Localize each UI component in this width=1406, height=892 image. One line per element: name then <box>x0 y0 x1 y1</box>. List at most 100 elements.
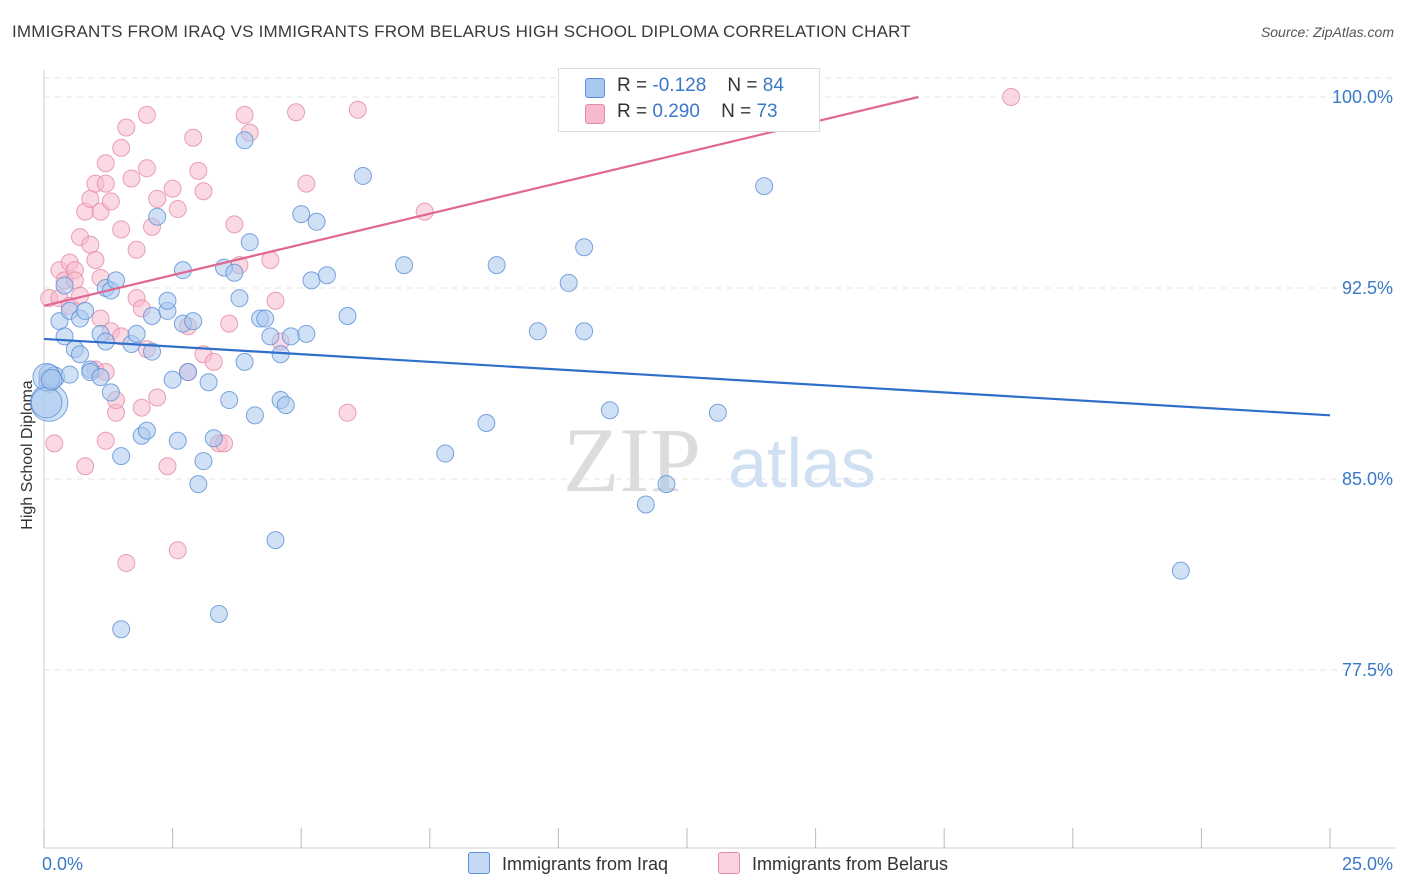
point-iraq <box>230 289 249 308</box>
series-legend-belarus-label: Immigrants from Belarus <box>752 854 949 874</box>
point-iraq <box>1171 561 1190 580</box>
point-belarus <box>137 159 156 178</box>
y-tick-label-3: 100.0% <box>1332 87 1393 107</box>
point-belarus <box>194 182 213 201</box>
point-belarus <box>158 457 177 476</box>
point-iraq <box>184 312 203 331</box>
point-iraq <box>179 363 198 382</box>
point-iraq <box>30 386 63 419</box>
legend-iraq-n-value: 84 <box>762 75 784 96</box>
point-belarus <box>297 174 316 193</box>
point-iraq <box>194 452 213 471</box>
point-iraq <box>199 373 218 392</box>
point-iraq <box>240 233 259 252</box>
point-iraq <box>708 403 727 422</box>
chart-title: IMMIGRANTS FROM IRAQ VS IMMIGRANTS FROM … <box>12 22 911 41</box>
point-iraq <box>143 342 162 361</box>
point-iraq <box>353 166 372 185</box>
point-iraq <box>528 322 547 341</box>
point-iraq <box>636 495 655 514</box>
tick-labels: 77.5% 85.0% 92.5% 100.0% 0.0% 25.0% <box>42 87 1393 874</box>
point-iraq <box>137 421 156 440</box>
point-iraq <box>559 273 578 292</box>
legend-belarus-n-label: N = <box>721 101 752 122</box>
watermark: ZIP atlas <box>563 409 876 511</box>
point-belarus <box>220 314 239 333</box>
point-iraq <box>317 266 336 285</box>
point-iraq <box>225 263 244 282</box>
point-belarus <box>348 100 367 119</box>
trend-line-iraq <box>43 337 1331 417</box>
legend-swatch-iraq <box>585 78 605 98</box>
legend-iraq-r-value: -0.128 <box>652 75 707 96</box>
point-iraq <box>220 391 239 410</box>
point-iraq <box>112 447 131 466</box>
point-iraq <box>276 396 295 415</box>
point-belarus <box>148 388 167 407</box>
point-belarus <box>235 105 254 124</box>
series-legend-iraq[interactable]: Immigrants from Iraq <box>468 852 668 875</box>
point-iraq <box>168 431 187 450</box>
point-belarus <box>117 118 136 137</box>
y-tick-label-0: 77.5% <box>1342 660 1393 680</box>
point-iraq <box>91 368 110 387</box>
point-iraq <box>163 370 182 389</box>
point-iraq <box>261 327 280 346</box>
series-legend-belarus[interactable]: Immigrants from Belarus <box>718 852 948 875</box>
points-iraq <box>29 131 1190 639</box>
point-belarus <box>96 431 115 450</box>
point-iraq <box>148 207 167 226</box>
point-iraq <box>158 291 177 310</box>
point-belarus <box>76 457 95 476</box>
series-legend-belarus-swatch <box>718 852 740 874</box>
point-belarus <box>204 352 223 371</box>
point-belarus <box>45 434 64 453</box>
point-iraq <box>302 271 321 290</box>
point-belarus <box>96 174 115 193</box>
point-belarus <box>266 291 285 310</box>
chart-source: Source: ZipAtlas.com <box>1260 24 1394 40</box>
point-iraq <box>204 429 223 448</box>
legend-belarus-n-value: 73 <box>756 101 778 122</box>
point-iraq <box>55 276 74 295</box>
watermark-zip: ZIP <box>563 409 701 511</box>
point-iraq <box>487 256 506 275</box>
point-iraq <box>76 301 95 320</box>
point-iraq <box>297 324 316 343</box>
point-iraq <box>755 177 774 196</box>
point-iraq <box>436 444 455 463</box>
watermark-atlas: atlas <box>728 424 876 502</box>
point-belarus <box>415 202 434 221</box>
series-legend-iraq-swatch <box>468 852 490 874</box>
point-iraq <box>235 131 254 150</box>
point-iraq <box>209 604 228 623</box>
correlation-legend: R = -0.128 N = 84 R = 0.290 N = 73 <box>558 68 820 132</box>
point-iraq <box>657 475 676 494</box>
point-belarus <box>112 220 131 239</box>
point-belarus <box>132 398 151 417</box>
y-tick-label-1: 85.0% <box>1342 469 1393 489</box>
point-iraq <box>575 322 594 341</box>
point-belarus <box>189 161 208 180</box>
legend-iraq-n-label: N = <box>727 75 758 96</box>
point-belarus <box>184 128 203 147</box>
point-iraq <box>575 238 594 257</box>
legend-swatch-belarus <box>585 104 605 124</box>
grid-lines <box>44 77 1395 671</box>
point-belarus <box>96 154 115 173</box>
point-belarus <box>112 138 131 157</box>
point-iraq <box>127 324 146 343</box>
point-belarus <box>168 200 187 219</box>
point-iraq <box>307 212 326 231</box>
point-belarus <box>168 541 187 560</box>
point-belarus <box>86 250 105 269</box>
point-iraq <box>395 256 414 275</box>
y-tick-label-2: 92.5% <box>1342 278 1393 298</box>
x-tick-label-max: 25.0% <box>1342 854 1393 874</box>
point-iraq <box>600 401 619 420</box>
point-belarus <box>287 103 306 122</box>
point-iraq <box>101 383 120 402</box>
point-iraq <box>338 307 357 326</box>
point-belarus <box>81 235 100 254</box>
point-belarus <box>127 240 146 259</box>
